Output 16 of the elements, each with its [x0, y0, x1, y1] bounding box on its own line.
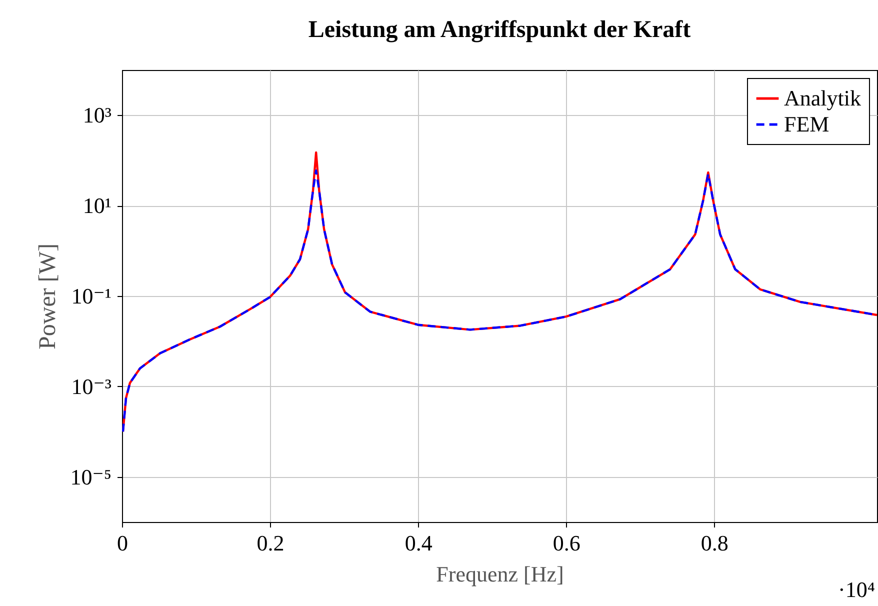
- y-tick-label: 10⁻¹: [71, 284, 112, 308]
- text: ·10⁴: [838, 577, 876, 602]
- chart-title: Leistung am Angriffspunkt der Kraft: [308, 17, 691, 43]
- y-tick-label: 10³: [82, 102, 112, 128]
- y-axis-title: Power [W]: [35, 244, 62, 350]
- x-axis-title: Frequenz [Hz]: [436, 562, 564, 586]
- y-tick-label: 10⁻³: [71, 374, 112, 399]
- legend-label: Analytik: [784, 86, 861, 110]
- x-tick-label: 0.4: [404, 530, 432, 556]
- y-tick-label: 10⁻⁵: [70, 464, 112, 490]
- x-tick-label: 0.2: [256, 530, 284, 556]
- x-tick-label: 0: [117, 530, 128, 556]
- y-tick-label: 10¹: [82, 193, 112, 218]
- legend-label: FEM: [784, 112, 830, 136]
- x-tick-label: 0.6: [552, 530, 580, 556]
- x-tick-label: 0.8: [700, 530, 728, 556]
